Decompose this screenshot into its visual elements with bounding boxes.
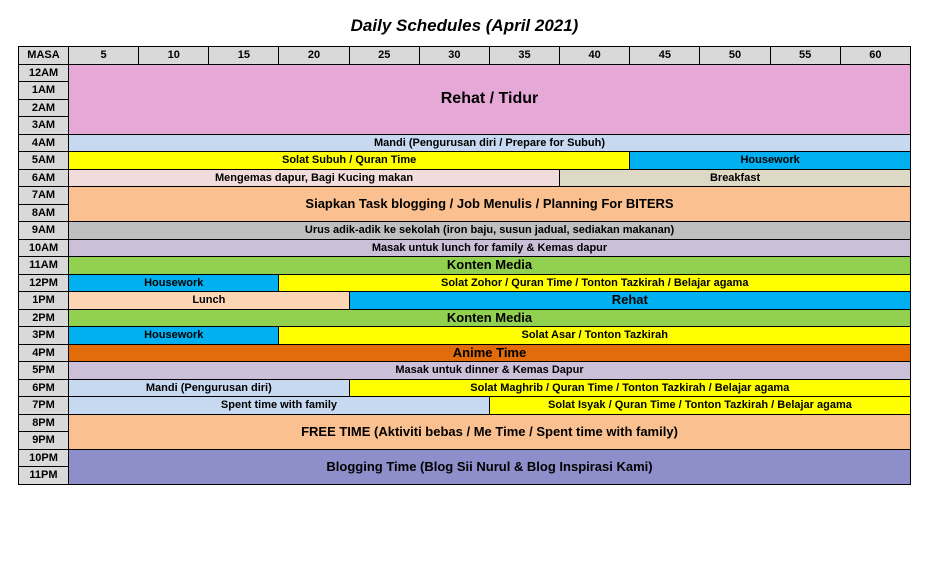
time-label: 4PM <box>19 344 69 362</box>
time-label: 2AM <box>19 99 69 117</box>
time-label: 5PM <box>19 362 69 380</box>
schedule-block: Konten Media <box>69 309 911 327</box>
schedule-block: Solat Zohor / Quran Time / Tonton Tazkir… <box>279 274 911 292</box>
schedule-row: 12AMRehat / Tidur <box>19 64 911 82</box>
header-min-3: 20 <box>279 47 349 65</box>
time-label: 6AM <box>19 169 69 187</box>
schedule-row: 4PMAnime Time <box>19 344 911 362</box>
schedule-block: Mengemas dapur, Bagi Kucing makan <box>69 169 560 187</box>
time-label: 4AM <box>19 134 69 152</box>
time-label: 2PM <box>19 309 69 327</box>
schedule-block: Blogging Time (Blog Sii Nurul & Blog Ins… <box>69 449 911 484</box>
header-min-2: 15 <box>209 47 279 65</box>
time-label: 12PM <box>19 274 69 292</box>
schedule-block: Anime Time <box>69 344 911 362</box>
schedule-block: Mandi (Pengurusan diri) <box>69 379 350 397</box>
time-label: 6PM <box>19 379 69 397</box>
schedule-block: Breakfast <box>560 169 911 187</box>
schedule-block: Siapkan Task blogging / Job Menulis / Pl… <box>69 187 911 222</box>
header-min-0: 5 <box>69 47 139 65</box>
time-label: 3AM <box>19 117 69 135</box>
schedule-body: 12AMRehat / Tidur1AM2AM3AM4AMMandi (Peng… <box>19 64 911 484</box>
schedule-row: 5PMMasak untuk dinner & Kemas Dapur <box>19 362 911 380</box>
schedule-row: 4AMMandi (Pengurusan diri / Prepare for … <box>19 134 911 152</box>
schedule-row: 10AMMasak untuk lunch for family & Kemas… <box>19 239 911 257</box>
schedule-block: Masak untuk dinner & Kemas Dapur <box>69 362 911 380</box>
schedule-row: 6PMMandi (Pengurusan diri)Solat Maghrib … <box>19 379 911 397</box>
schedule-block: Spent time with family <box>69 397 490 415</box>
header-min-5: 30 <box>419 47 489 65</box>
schedule-block: Solat Maghrib / Quran Time / Tonton Tazk… <box>349 379 910 397</box>
time-label: 3PM <box>19 327 69 345</box>
time-label: 5AM <box>19 152 69 170</box>
schedule-row: 12PMHouseworkSolat Zohor / Quran Time / … <box>19 274 911 292</box>
schedule-block: Urus adik-adik ke sekolah (iron baju, su… <box>69 222 911 240</box>
time-label: 10PM <box>19 449 69 467</box>
schedule-block: Solat Subuh / Quran Time <box>69 152 630 170</box>
header-min-10: 55 <box>770 47 840 65</box>
schedule-table: MASA 5 10 15 20 25 30 35 40 45 50 55 60 … <box>18 46 911 485</box>
page-title: Daily Schedules (April 2021) <box>18 16 911 36</box>
header-row: MASA 5 10 15 20 25 30 35 40 45 50 55 60 <box>19 47 911 65</box>
schedule-row: 5AMSolat Subuh / Quran TimeHousework <box>19 152 911 170</box>
schedule-block: FREE TIME (Aktiviti bebas / Me Time / Sp… <box>69 414 911 449</box>
schedule-row: 8PMFREE TIME (Aktiviti bebas / Me Time /… <box>19 414 911 432</box>
time-label: 7AM <box>19 187 69 205</box>
time-label: 12AM <box>19 64 69 82</box>
schedule-block: Solat Isyak / Quran Time / Tonton Tazkir… <box>489 397 910 415</box>
schedule-block: Masak untuk lunch for family & Kemas dap… <box>69 239 911 257</box>
time-label: 7PM <box>19 397 69 415</box>
header-min-4: 25 <box>349 47 419 65</box>
time-label: 11PM <box>19 467 69 485</box>
header-min-6: 35 <box>489 47 559 65</box>
time-label: 8AM <box>19 204 69 222</box>
time-label: 9AM <box>19 222 69 240</box>
schedule-row: 7PMSpent time with familySolat Isyak / Q… <box>19 397 911 415</box>
schedule-block: Konten Media <box>69 257 911 275</box>
schedule-block: Housework <box>69 327 279 345</box>
time-label: 8PM <box>19 414 69 432</box>
schedule-row: 7AMSiapkan Task blogging / Job Menulis /… <box>19 187 911 205</box>
header-min-7: 40 <box>560 47 630 65</box>
schedule-row: 1PMLunchRehat <box>19 292 911 310</box>
header-min-8: 45 <box>630 47 700 65</box>
schedule-row: 9AMUrus adik-adik ke sekolah (iron baju,… <box>19 222 911 240</box>
schedule-block: Solat Asar / Tonton Tazkirah <box>279 327 911 345</box>
time-label: 11AM <box>19 257 69 275</box>
schedule-block: Housework <box>630 152 911 170</box>
schedule-block: Lunch <box>69 292 350 310</box>
time-label: 10AM <box>19 239 69 257</box>
schedule-row: 2PMKonten Media <box>19 309 911 327</box>
time-label: 9PM <box>19 432 69 450</box>
schedule-row: 6AMMengemas dapur, Bagi Kucing makanBrea… <box>19 169 911 187</box>
schedule-row: 3PMHouseworkSolat Asar / Tonton Tazkirah <box>19 327 911 345</box>
header-min-1: 10 <box>139 47 209 65</box>
header-corner: MASA <box>19 47 69 65</box>
schedule-row: 11AMKonten Media <box>19 257 911 275</box>
schedule-row: 10PMBlogging Time (Blog Sii Nurul & Blog… <box>19 449 911 467</box>
header-min-9: 50 <box>700 47 770 65</box>
header-min-11: 60 <box>840 47 910 65</box>
time-label: 1PM <box>19 292 69 310</box>
schedule-block: Mandi (Pengurusan diri / Prepare for Sub… <box>69 134 911 152</box>
time-label: 1AM <box>19 82 69 100</box>
schedule-block: Rehat <box>349 292 910 310</box>
schedule-block: Housework <box>69 274 279 292</box>
schedule-block: Rehat / Tidur <box>69 64 911 134</box>
